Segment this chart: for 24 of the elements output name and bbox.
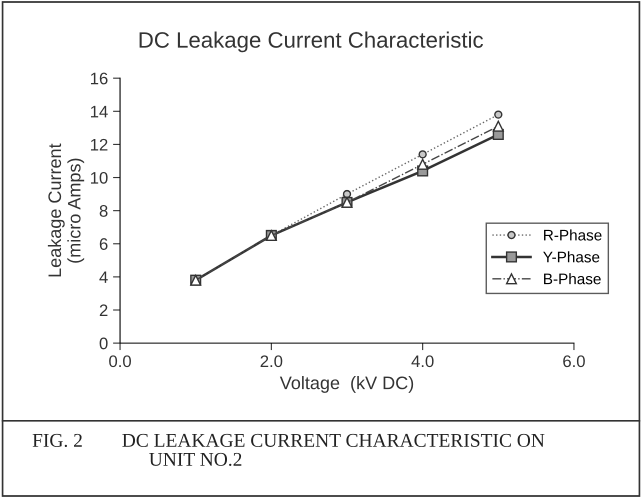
y-tick-label: 2 [100, 304, 108, 316]
y-tick-label: 6 [100, 238, 108, 250]
x-tick-label: 6.0 [563, 355, 585, 368]
chart-title: DC Leakage Current Characteristic [140, 32, 484, 52]
point [418, 150, 427, 159]
point [494, 110, 502, 119]
x-tick-label: 0.0 [109, 355, 131, 368]
y-tick-label: 12 [90, 138, 108, 150]
caption: FIG. 2 DC LEAKAGE CURRENT CHARACTERISTIC ON UNIT NO.2 [32, 434, 544, 466]
y-tick-label: 16 [90, 72, 108, 84]
point [417, 158, 428, 170]
x-axis-title: Voltage (kV DC) [280, 376, 414, 393]
legend-label: R-Phase [544, 229, 602, 241]
legend-label: B-Phase [544, 273, 601, 284]
y-tick-label: 14 [90, 106, 108, 118]
x-tick-label: 2.0 [260, 355, 282, 368]
legend-label: Y-Phase [543, 251, 600, 262]
y-axis-title: Leakage Current (micro Amps) [48, 144, 84, 276]
y-tick-label: 8 [100, 205, 108, 217]
y-tick-label: 0 [100, 338, 108, 350]
point [492, 120, 504, 132]
x-tick-label: 4.0 [411, 355, 434, 368]
y-tick-label: 10 [90, 172, 108, 184]
y-tick-label: 4 [99, 271, 108, 283]
